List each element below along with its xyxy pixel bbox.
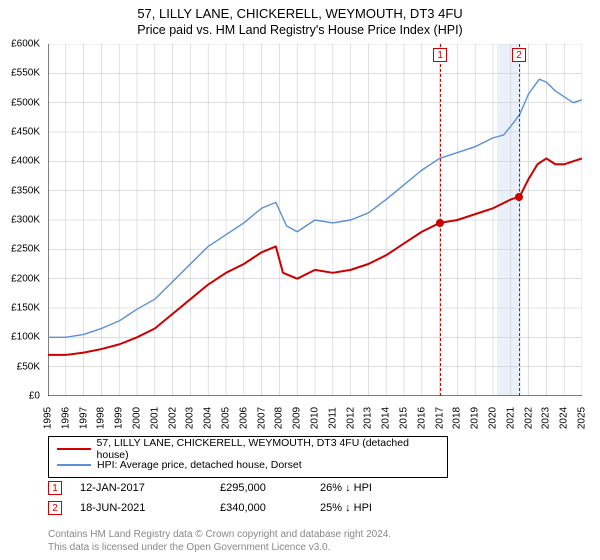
- x-axis: 1995199619971998199920002001200220032004…: [48, 396, 582, 434]
- y-tick-label: £100K: [11, 332, 40, 343]
- x-tick-label: 2020: [488, 407, 499, 429]
- x-tick-label: 2003: [185, 407, 196, 429]
- y-tick-label: £500K: [11, 97, 40, 108]
- plot-area: 12: [48, 44, 582, 396]
- x-tick-label: 2006: [238, 407, 249, 429]
- x-tick-label: 2014: [381, 407, 392, 429]
- y-axis: £0£50K£100K£150K£200K£250K£300K£350K£400…: [0, 44, 44, 396]
- x-tick-label: 2009: [292, 407, 303, 429]
- x-tick-label: 2007: [256, 407, 267, 429]
- y-tick-label: £50K: [17, 361, 40, 372]
- title-address: 57, LILLY LANE, CHICKERELL, WEYMOUTH, DT…: [0, 6, 600, 21]
- marker-label-1: 1: [433, 48, 447, 62]
- sale-date: 18-JUN-2021: [80, 502, 220, 514]
- legend-swatch-property: [57, 448, 91, 450]
- x-tick-label: 1999: [114, 407, 125, 429]
- x-tick-label: 2010: [310, 407, 321, 429]
- sale-date: 12-JAN-2017: [80, 482, 220, 494]
- y-tick-label: £150K: [11, 303, 40, 314]
- sale-marker-1: 1: [48, 481, 62, 495]
- chart-container: 57, LILLY LANE, CHICKERELL, WEYMOUTH, DT…: [0, 0, 600, 560]
- x-tick-label: 2005: [221, 407, 232, 429]
- y-tick-label: £0: [29, 391, 40, 402]
- x-tick-label: 2022: [523, 407, 534, 429]
- sale-price: £295,000: [220, 482, 320, 494]
- x-tick-label: 2013: [363, 407, 374, 429]
- x-tick-label: 2019: [470, 407, 481, 429]
- marker-dot-2: [515, 193, 523, 201]
- x-tick-label: 2002: [167, 407, 178, 429]
- x-tick-label: 1997: [78, 407, 89, 429]
- sale-marker-2: 2: [48, 501, 62, 515]
- x-tick-label: 2023: [541, 407, 552, 429]
- footer-line2: This data is licensed under the Open Gov…: [48, 542, 391, 555]
- x-tick-label: 2024: [559, 407, 570, 429]
- y-tick-label: £350K: [11, 185, 40, 196]
- x-tick-label: 2021: [505, 407, 516, 429]
- x-tick-label: 2017: [434, 407, 445, 429]
- y-tick-label: £300K: [11, 215, 40, 226]
- y-tick-label: £550K: [11, 68, 40, 79]
- marker-dot-1: [436, 219, 444, 227]
- x-tick-label: 2016: [416, 407, 427, 429]
- title-subtitle: Price paid vs. HM Land Registry's House …: [0, 23, 600, 37]
- x-tick-label: 2025: [577, 407, 588, 429]
- x-tick-label: 2000: [132, 407, 143, 429]
- y-tick-label: £250K: [11, 244, 40, 255]
- title-block: 57, LILLY LANE, CHICKERELL, WEYMOUTH, DT…: [0, 0, 600, 39]
- sale-price: £340,000: [220, 502, 320, 514]
- legend: 57, LILLY LANE, CHICKERELL, WEYMOUTH, DT…: [48, 436, 448, 478]
- y-tick-label: £200K: [11, 273, 40, 284]
- footer: Contains HM Land Registry data © Crown c…: [48, 529, 391, 554]
- sale-pct: 25% ↓ HPI: [320, 502, 440, 514]
- y-tick-label: £600K: [11, 39, 40, 50]
- plot-svg: [48, 44, 582, 396]
- sale-pct: 26% ↓ HPI: [320, 482, 440, 494]
- legend-label-hpi: HPI: Average price, detached house, Dors…: [97, 459, 302, 471]
- x-tick-label: 2012: [345, 407, 356, 429]
- x-tick-label: 2001: [149, 407, 160, 429]
- x-tick-label: 2015: [399, 407, 410, 429]
- sale-row: 1 12-JAN-2017£295,00026% ↓ HPI: [48, 478, 440, 498]
- x-tick-label: 2018: [452, 407, 463, 429]
- x-tick-label: 2004: [203, 407, 214, 429]
- legend-label-property: 57, LILLY LANE, CHICKERELL, WEYMOUTH, DT…: [97, 437, 439, 461]
- x-tick-label: 2008: [274, 407, 285, 429]
- x-tick-label: 1995: [43, 407, 54, 429]
- x-tick-label: 1998: [96, 407, 107, 429]
- x-tick-label: 2011: [327, 407, 338, 429]
- marker-label-2: 2: [512, 48, 526, 62]
- legend-row-property: 57, LILLY LANE, CHICKERELL, WEYMOUTH, DT…: [57, 441, 439, 457]
- y-tick-label: £450K: [11, 127, 40, 138]
- legend-swatch-hpi: [57, 464, 91, 466]
- sale-row: 2 18-JUN-2021£340,00025% ↓ HPI: [48, 498, 440, 518]
- y-tick-label: £400K: [11, 156, 40, 167]
- x-tick-label: 1996: [60, 407, 71, 429]
- marker-line-2: [519, 44, 520, 396]
- sales-table: 1 12-JAN-2017£295,00026% ↓ HPI 2 18-JUN-202…: [48, 478, 440, 518]
- footer-line1: Contains HM Land Registry data © Crown c…: [48, 529, 391, 542]
